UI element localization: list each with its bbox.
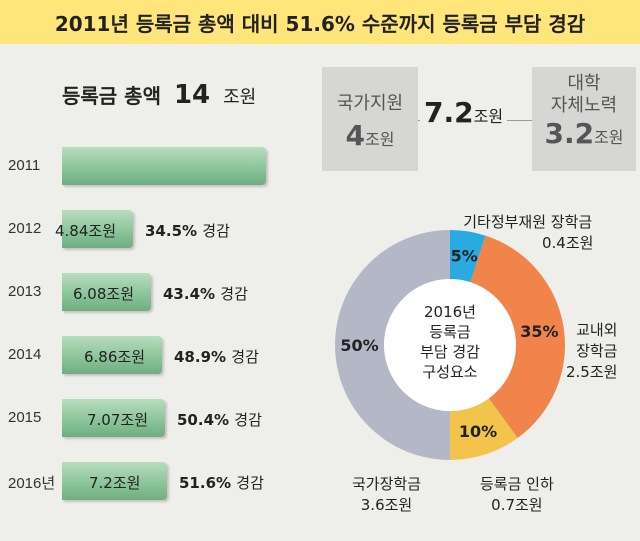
- donut-hole: [384, 279, 516, 411]
- legend-other-gov: 기타정부재원 장학금 0.4조원: [462, 212, 593, 254]
- year-label: 2015: [8, 409, 42, 426]
- total-value: 14: [173, 80, 211, 110]
- legend-tuition-cut-label: 등록금 인하: [480, 475, 554, 493]
- gov-support-value: 4: [345, 119, 366, 152]
- donut-slice-label: 5%: [451, 247, 478, 266]
- bar: [62, 273, 151, 311]
- donut-slice: [450, 230, 486, 283]
- bar-percent-label: 51.6% 경감: [179, 474, 264, 492]
- total-unit: 조원: [223, 87, 257, 108]
- bar-percent-label: 50.4% 경감: [177, 411, 262, 429]
- univ-effort-value: 3.2: [544, 117, 595, 150]
- total-text: 등록금 총액: [62, 84, 161, 108]
- legend-national-amount: 3.6조원: [360, 496, 413, 514]
- center-line-1: 2016년: [424, 303, 476, 321]
- donut-slice-label: 50%: [340, 336, 378, 355]
- bar: [62, 336, 162, 374]
- combined-value: 7.2조원: [420, 96, 508, 129]
- total-label: 등록금 총액 14 조원: [62, 80, 256, 110]
- univ-effort-label2: 자체노력: [550, 95, 618, 116]
- center-line-4: 구성요소: [422, 363, 478, 381]
- legend-scholarship-amount: 2.5조원: [566, 363, 618, 381]
- bar: [62, 462, 167, 500]
- bar-percent-label: 48.9% 경감: [174, 348, 259, 366]
- legend-tuition-cut: 등록금 인하 0.7조원: [480, 474, 554, 516]
- year-label: 2013: [8, 283, 42, 300]
- legend-other-gov-label: 기타정부재원 장학금: [463, 213, 593, 231]
- center-line-2: 등록금: [429, 323, 471, 341]
- univ-effort-box: 대학 자체노력 3.2조원: [532, 67, 636, 171]
- legend-scholarship-label2: 장학금: [576, 342, 618, 360]
- bar-value-label: 6.86조원: [84, 348, 145, 366]
- donut-slice-label: 10%: [459, 422, 497, 441]
- year-label: 2012: [8, 220, 42, 237]
- bar: [62, 147, 266, 185]
- legend-tuition-cut-amount: 0.7조원: [491, 496, 543, 514]
- bar-value-label: 7.07조원: [87, 411, 148, 429]
- year-label: 2014: [8, 346, 42, 363]
- donut-slice-label: 35%: [520, 322, 558, 341]
- legend-scholarship-label1: 교내외: [576, 321, 618, 339]
- bar-value-label: 7.2조원: [89, 474, 141, 492]
- donut-slice: [450, 398, 518, 460]
- bar-percent-label: 43.4% 경감: [163, 285, 248, 303]
- bar: [62, 210, 133, 248]
- donut-slice: [335, 230, 450, 460]
- legend-other-gov-amount: 0.4조원: [542, 234, 594, 252]
- center-line-3: 부담 경감: [420, 343, 480, 361]
- legend-national-label: 국가장학금: [352, 475, 422, 493]
- bar-value-label: 6.08조원: [73, 285, 134, 303]
- bar: [62, 399, 165, 437]
- gov-support-label: 국가지원: [336, 93, 404, 114]
- donut-slice: [470, 235, 565, 439]
- combined-number: 7.2: [424, 96, 474, 129]
- univ-effort-label1: 대학: [567, 73, 601, 94]
- gov-support-box: 국가지원 4조원: [322, 67, 418, 171]
- combined-unit: 조원: [473, 107, 504, 126]
- bar-percent-label: 34.5% 경감: [145, 222, 230, 240]
- legend-scholarship: 교내외 장학금 2.5조원: [566, 320, 617, 383]
- year-label: 2016년: [8, 475, 56, 492]
- page-title: 2011년 등록금 총액 대비 51.6% 수준까지 등록금 부담 경감: [0, 0, 640, 44]
- univ-effort-unit: 조원: [594, 128, 624, 147]
- gov-support-unit: 조원: [365, 130, 395, 149]
- donut-center-text: 2016년 등록금 부담 경감 구성요소: [395, 302, 505, 382]
- year-label: 2011: [8, 157, 41, 174]
- legend-national: 국가장학금 3.6조원: [352, 474, 421, 516]
- bar-value-label: 4.84조원: [55, 222, 116, 240]
